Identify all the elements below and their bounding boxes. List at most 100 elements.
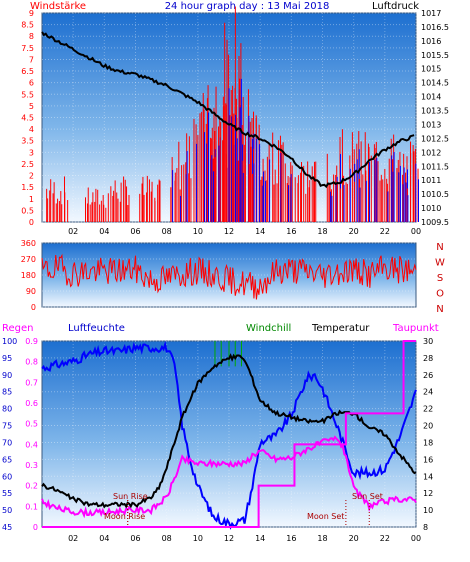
humidity-tick-label: 45 — [2, 523, 12, 532]
wind-tick-label: 2 — [29, 172, 34, 181]
humidity-tick-label: 50 — [2, 506, 12, 515]
x-tick-label: 10 — [193, 227, 203, 236]
direction-tick-label: 90 — [26, 287, 36, 296]
temperature-tick-label: 20 — [423, 422, 433, 431]
pressure-tick-label: 1015.5 — [421, 51, 449, 60]
rain-tick-label: 0 — [33, 523, 38, 532]
wind-tick-label: 8 — [29, 32, 34, 41]
windchill-title: Windchill — [246, 323, 291, 334]
pressure-line — [41, 31, 415, 189]
temperature-tick-label: 12 — [423, 489, 433, 498]
temperature-tick-label: 18 — [423, 438, 433, 447]
temperature-tick-label: 24 — [423, 388, 433, 397]
moon-set-label: Moon Set — [307, 512, 344, 521]
wind-tick-label: 1 — [29, 195, 34, 204]
pressure-tick-label: 1011.5 — [421, 162, 449, 171]
temperature-tick-label: 28 — [423, 354, 433, 363]
x-tick-label: 08 — [162, 534, 172, 543]
direction-tick-label: 270 — [21, 255, 36, 264]
x-tick-label: 00 — [411, 534, 421, 543]
wind-tick-label: 7 — [29, 55, 34, 64]
pressure-tick-label: 1014.5 — [421, 79, 449, 88]
x-tick-label: 18 — [317, 227, 327, 236]
humidity-line — [41, 340, 417, 530]
pressure-tick-label: 1014 — [421, 93, 441, 102]
rain-tick-label: 0.3 — [25, 461, 38, 470]
rain-tick-label: 0.1 — [25, 502, 38, 511]
wind-tick-label: 9 — [29, 9, 34, 18]
pressure-tick-label: 1017 — [421, 9, 441, 18]
pressure-tick-label: 1013 — [421, 120, 441, 129]
sun-set-label: Sun Set — [352, 492, 383, 501]
taupunkt-title: Taupunkt — [392, 323, 439, 334]
compass-label: N — [436, 304, 443, 315]
regen-title: Regen — [2, 323, 34, 334]
pressure-tick-label: 1010.5 — [421, 190, 449, 199]
humidity-tick-label: 100 — [2, 337, 17, 346]
humidity-tick-label: 70 — [2, 438, 12, 447]
rain-tick-label: 0.2 — [25, 482, 38, 491]
wind-tick-label: 7.5 — [21, 44, 34, 53]
humidity-tick-label: 95 — [2, 354, 12, 363]
humidity-tick-label: 85 — [2, 388, 12, 397]
wind-tick-label: 3.5 — [21, 137, 34, 146]
compass-label: W — [435, 258, 445, 269]
wind-title: Windstärke — [30, 1, 86, 12]
direction-panel — [41, 242, 417, 308]
wind-tick-label: 4 — [29, 125, 34, 134]
x-tick-label: 08 — [162, 227, 172, 236]
direction-line — [41, 253, 417, 300]
humidity-tick-label: 55 — [2, 489, 12, 498]
x-tick-label: 04 — [99, 227, 109, 236]
x-tick-label: 02 — [68, 227, 78, 236]
pressure-tick-label: 1012.5 — [421, 134, 449, 143]
x-tick-label: 06 — [130, 227, 140, 236]
pressure-tick-label: 1012 — [421, 148, 441, 157]
x-tick-label: 00 — [411, 227, 421, 236]
pressure-tick-label: 1016.5 — [421, 23, 449, 32]
rain-tick-label: 0.6 — [25, 399, 38, 408]
wind-tick-label: 4.5 — [21, 114, 34, 123]
x-tick-label: 18 — [317, 534, 327, 543]
x-tick-label: 02 — [68, 534, 78, 543]
humidity-tick-label: 80 — [2, 405, 12, 414]
x-tick-label: 20 — [349, 227, 359, 236]
pressure-tick-label: 1011 — [421, 176, 441, 185]
x-tick-label: 14 — [255, 534, 265, 543]
x-tick-label: 10 — [193, 534, 203, 543]
pressure-tick-label: 1016 — [421, 37, 441, 46]
rain-tick-label: 0.7 — [25, 378, 38, 387]
humidity-tick-label: 60 — [2, 472, 12, 481]
moon-rise-label: Moon Rise — [104, 512, 145, 521]
temperature-tick-label: 30 — [423, 337, 433, 346]
x-tick-label: 22 — [380, 534, 390, 543]
pressure-tick-label: 1010 — [421, 204, 441, 213]
wind-tick-label: 8.5 — [21, 21, 34, 30]
wind-tick-label: 1.5 — [21, 183, 34, 192]
wind-tick-label: 6.5 — [21, 67, 34, 76]
wind-tick-label: 2.5 — [21, 160, 34, 169]
pressure-tick-label: 1015 — [421, 65, 441, 74]
x-tick-label: 14 — [255, 227, 265, 236]
temperature-tick-label: 22 — [423, 405, 433, 414]
wind-tick-label: 5 — [29, 102, 34, 111]
sun-rise-label: Sun Rise — [113, 492, 148, 501]
compass-label: S — [437, 273, 443, 284]
compass-label: O — [436, 289, 444, 300]
x-tick-label: 20 — [349, 534, 359, 543]
chart-title: 24 hour graph day : 13 Mai 2018 — [165, 1, 330, 12]
x-tick-label: 12 — [224, 534, 234, 543]
x-tick-label: 22 — [380, 227, 390, 236]
wind-tick-label: 3 — [29, 148, 34, 157]
humidity-tick-label: 75 — [2, 422, 12, 431]
x-tick-label: 06 — [130, 534, 140, 543]
temperature-tick-label: 14 — [423, 472, 433, 481]
direction-tick-label: 0 — [31, 303, 36, 312]
rain-line — [42, 340, 416, 528]
temperature-tick-label: 10 — [423, 506, 433, 515]
wind-tick-label: 5.5 — [21, 90, 34, 99]
temperature-tick-label: 8 — [423, 523, 428, 532]
rain-tick-label: 0.9 — [25, 337, 38, 346]
pressure-tick-label: 1009.5 — [421, 218, 449, 227]
